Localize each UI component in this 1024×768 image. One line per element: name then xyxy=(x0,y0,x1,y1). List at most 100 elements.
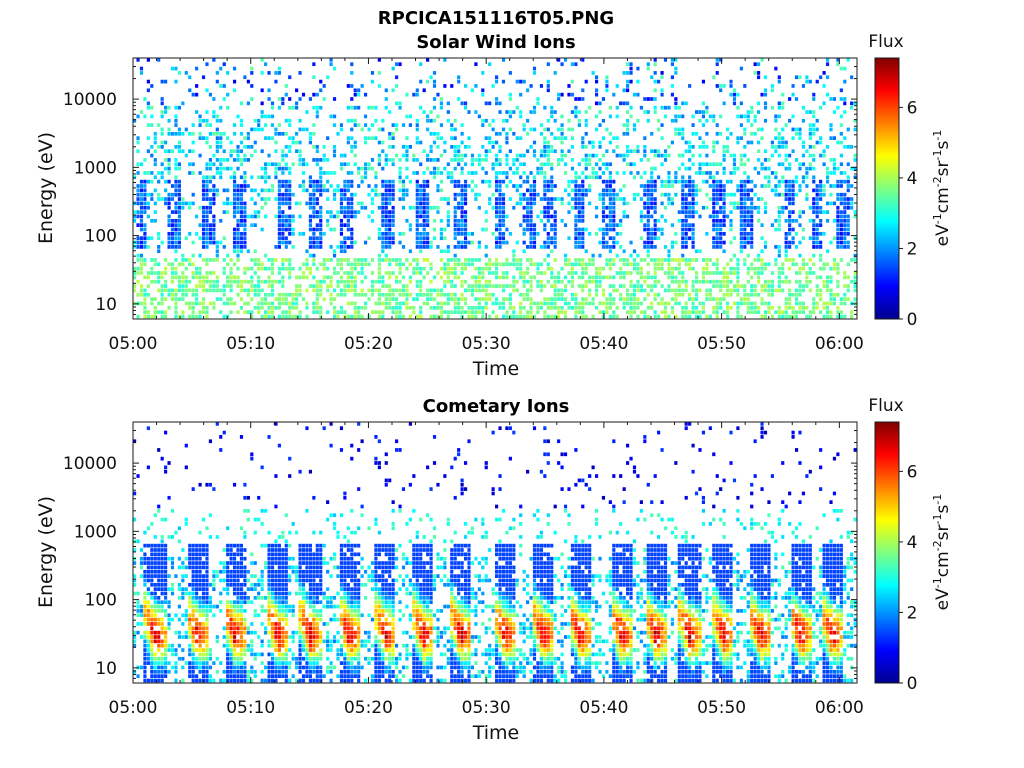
heatmap-cell xyxy=(853,288,857,293)
heatmap-cell xyxy=(260,175,264,180)
heatmap-cell xyxy=(277,123,281,127)
heatmap-cell xyxy=(853,258,857,262)
heatmap-cell xyxy=(208,162,213,167)
heatmap-cell xyxy=(346,162,350,167)
heatmap-cell xyxy=(653,262,657,267)
heatmap-cell xyxy=(260,127,264,132)
heatmap-cell xyxy=(819,75,823,80)
heatmap-cell xyxy=(239,197,244,201)
heatmap-cell xyxy=(715,314,719,319)
heatmap-cell xyxy=(632,292,637,297)
heatmap-cell xyxy=(153,175,157,180)
heatmap-cell xyxy=(543,297,547,301)
heatmap-cell xyxy=(484,297,488,301)
heatmap-cell xyxy=(636,145,640,149)
heatmap-cell xyxy=(463,262,468,267)
heatmap-cell xyxy=(398,166,402,171)
heatmap-cell xyxy=(495,223,499,227)
heatmap-cell xyxy=(381,210,385,214)
heatmap-cell xyxy=(284,266,288,271)
heatmap-cell xyxy=(164,158,168,162)
heatmap-cell xyxy=(836,214,840,219)
heatmap-cell xyxy=(467,171,471,175)
heatmap-cell xyxy=(332,123,337,127)
heatmap-cell xyxy=(488,262,492,267)
heatmap-cell xyxy=(812,218,816,223)
heatmap-cell xyxy=(205,223,209,227)
heatmap-cell xyxy=(598,166,602,171)
heatmap-cell xyxy=(698,118,702,123)
heatmap-cell xyxy=(705,288,709,293)
heatmap-cell xyxy=(332,153,337,158)
heatmap-cell xyxy=(719,197,723,201)
heatmap-cell xyxy=(812,232,816,236)
heatmap-cell xyxy=(177,205,181,210)
heatmap-cell xyxy=(460,266,464,271)
heatmap-cell xyxy=(398,292,402,297)
heatmap-cell xyxy=(763,75,768,80)
heatmap-cell xyxy=(143,258,147,262)
heatmap-cell xyxy=(612,240,616,245)
heatmap-cell xyxy=(843,66,847,71)
heatmap-cell xyxy=(319,314,323,319)
heatmap-cell xyxy=(212,227,216,232)
heatmap-cell xyxy=(791,227,795,232)
heatmap-cell xyxy=(512,310,516,314)
heatmap-cell xyxy=(401,314,406,319)
heatmap-cell xyxy=(515,266,519,271)
heatmap-cell xyxy=(801,162,806,167)
heatmap-cell xyxy=(784,297,788,301)
heatmap-cell xyxy=(601,118,606,123)
heatmap-cell xyxy=(636,279,640,284)
heatmap-cell xyxy=(308,184,312,188)
heatmap-cell xyxy=(388,292,392,297)
heatmap-cell xyxy=(353,140,357,145)
heatmap-cells xyxy=(133,422,857,683)
heatmap-cell xyxy=(139,240,144,245)
heatmap-cell xyxy=(260,305,264,310)
heatmap-cell xyxy=(529,227,533,232)
heatmap-cell xyxy=(250,258,254,262)
heatmap-cell xyxy=(360,271,364,275)
heatmap-cell xyxy=(691,179,695,184)
heatmap-cell xyxy=(598,301,602,306)
heatmap-cell xyxy=(612,205,616,210)
heatmap-cell xyxy=(781,310,785,314)
heatmap-cell xyxy=(694,249,699,254)
heatmap-cell xyxy=(208,210,213,214)
heatmap-cell xyxy=(829,97,833,101)
heatmap-cell xyxy=(746,305,750,310)
heatmap-cell xyxy=(332,288,337,293)
heatmap-cell xyxy=(264,279,268,284)
heatmap-cell xyxy=(370,123,375,127)
heatmap-cell xyxy=(629,253,633,258)
heatmap-cell xyxy=(591,145,595,149)
heatmap-cell xyxy=(646,262,650,267)
heatmap-cell xyxy=(308,236,312,241)
heatmap-cell xyxy=(343,284,347,288)
heatmap-cell xyxy=(381,192,385,197)
heatmap-cell xyxy=(353,266,357,271)
heatmap-cell xyxy=(770,88,774,93)
heatmap-cell xyxy=(450,145,454,149)
heatmap-cell xyxy=(260,279,264,284)
heatmap-cell xyxy=(505,131,509,136)
heatmap-cell xyxy=(450,271,454,275)
heatmap-cell xyxy=(432,227,437,232)
heatmap-cell xyxy=(412,171,416,175)
heatmap-cell xyxy=(581,184,585,188)
heatmap-cell xyxy=(757,149,761,154)
heatmap-cell xyxy=(588,175,592,180)
heatmap-cell xyxy=(819,297,823,301)
heatmap-cell xyxy=(819,153,823,158)
heatmap-cell xyxy=(519,79,523,84)
heatmap-cell xyxy=(612,301,616,306)
heatmap-cell xyxy=(495,79,499,84)
heatmap-cell xyxy=(757,266,761,271)
heatmap-cell xyxy=(391,205,395,210)
heatmap-cell xyxy=(243,279,247,284)
heatmap-cell xyxy=(381,301,385,306)
heatmap-cell xyxy=(498,262,502,267)
heatmap-cell xyxy=(198,118,202,123)
heatmap-cell xyxy=(457,258,461,262)
